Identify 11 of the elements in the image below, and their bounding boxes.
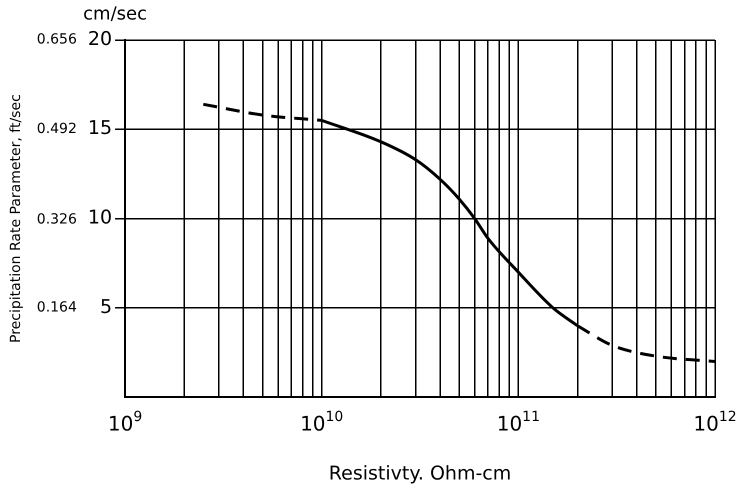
y-tick-label: 15 [88, 117, 112, 140]
x-axis-title: Resistivty. Ohm-cm [328, 462, 512, 485]
y-tick-label: 20 [88, 28, 112, 50]
y-tick-label: 5 [100, 296, 112, 318]
y-axis-title: cm/sec [83, 4, 147, 25]
y2-tick-label: 0.164 [36, 300, 77, 316]
y2-tick-label: 0.656 [36, 32, 77, 48]
y2-tick-label: 0.326 [36, 211, 77, 228]
y-tick-label: 10 [88, 206, 112, 229]
y2-axis-title: Precipitation Rate Parameter, ft/sec [8, 94, 24, 343]
y2-tick-label: 0.492 [36, 120, 77, 137]
